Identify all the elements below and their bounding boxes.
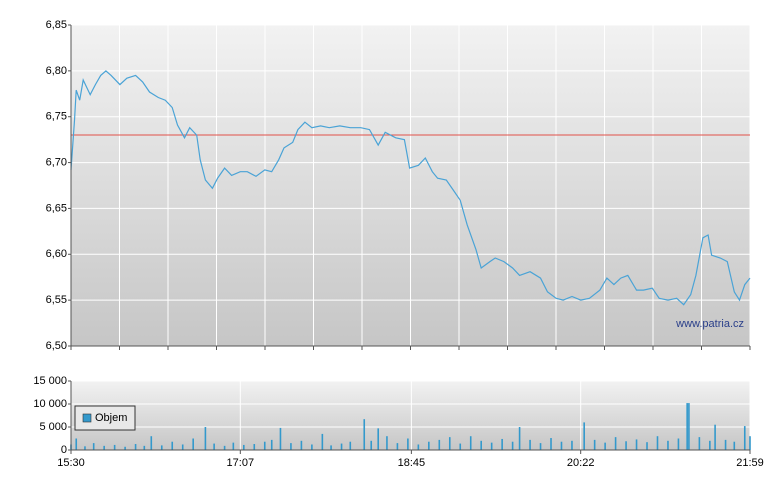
x-tick-label: 15:30 xyxy=(57,457,85,469)
volume-bar xyxy=(560,441,563,450)
y-tick-label: 6,80 xyxy=(46,65,67,77)
volume-bar xyxy=(270,439,273,450)
volume-bar xyxy=(593,439,596,450)
volume-bar xyxy=(448,437,451,450)
y-tick-label: 15 000 xyxy=(33,375,67,387)
y-tick-label: 6,50 xyxy=(46,340,67,352)
volume-bar xyxy=(160,445,163,450)
volume-bar xyxy=(677,438,680,450)
volume-bar xyxy=(370,440,373,450)
volume-bar xyxy=(635,439,638,450)
volume-bar xyxy=(150,436,153,450)
volume-bar xyxy=(709,440,711,450)
legend-label: Objem xyxy=(95,412,127,424)
volume-bar xyxy=(733,441,736,450)
volume-bar xyxy=(724,439,727,450)
y-tick-label: 10 000 xyxy=(33,398,67,410)
volume-bar xyxy=(377,428,380,450)
volume-bar xyxy=(539,443,542,450)
y-tick-label: 6,70 xyxy=(46,156,67,168)
volume-bar xyxy=(213,443,215,450)
volume-bar xyxy=(511,441,514,450)
volume-bar xyxy=(518,427,521,450)
y-tick-label: 6,85 xyxy=(46,19,67,31)
volume-bar xyxy=(646,442,648,450)
volume-bar xyxy=(428,441,430,450)
volume-bar xyxy=(459,443,462,450)
volume-bar xyxy=(75,438,78,450)
volume-bar xyxy=(407,438,409,450)
volume-bar xyxy=(223,445,226,450)
plot-area xyxy=(71,381,750,450)
volume-bar xyxy=(134,444,137,450)
legend-swatch xyxy=(82,413,92,423)
volume-bar xyxy=(490,442,493,450)
price-line xyxy=(70,70,751,306)
volume-bar xyxy=(290,443,292,450)
volume-bar xyxy=(84,446,86,450)
volume-bar xyxy=(253,444,256,450)
volume-bar xyxy=(279,427,282,450)
volume-bar xyxy=(181,444,184,450)
volume-bar xyxy=(571,440,573,450)
volume-bar xyxy=(396,443,399,450)
volume-bar xyxy=(749,436,751,450)
volume-bar xyxy=(171,441,174,450)
x-tick-label: 21:59 xyxy=(736,457,764,469)
y-tick-label: 6,60 xyxy=(46,248,67,260)
volume-bar xyxy=(192,438,194,450)
volume-bar xyxy=(386,436,388,450)
volume-bar xyxy=(686,403,688,450)
volume-bar xyxy=(124,446,126,450)
volume-bar xyxy=(232,442,235,450)
y-tick-label: 0 xyxy=(61,444,67,456)
volume-bar xyxy=(363,419,366,450)
volume-bar xyxy=(625,441,627,450)
volume-bar xyxy=(321,433,324,450)
volume-bar xyxy=(656,436,659,450)
volume-bar xyxy=(501,438,503,450)
volume-bar xyxy=(480,440,482,450)
volume-bar xyxy=(103,445,105,450)
volume-bar xyxy=(438,439,441,450)
y-tick-label: 6,55 xyxy=(46,294,67,306)
volume-bar xyxy=(698,437,701,450)
volume-bar xyxy=(349,441,352,450)
watermark: www.patria.cz xyxy=(675,318,744,330)
volume-bar xyxy=(714,424,716,450)
volume-bar xyxy=(550,438,552,450)
volume-bar xyxy=(300,440,303,450)
volume-bar xyxy=(667,440,669,450)
volume-bar xyxy=(263,441,266,450)
volume-bar xyxy=(143,445,146,450)
volume-bar xyxy=(604,442,606,450)
volume-bar xyxy=(688,403,690,450)
x-tick-label: 18:45 xyxy=(398,457,426,469)
volume-bar xyxy=(92,443,95,450)
volume-bar xyxy=(529,439,531,450)
y-tick-label: 5 000 xyxy=(39,421,67,433)
volume-bar xyxy=(583,422,585,450)
volume-bar xyxy=(417,444,420,450)
volume-bar xyxy=(113,444,116,450)
volume-bar xyxy=(469,436,472,450)
volume-bar xyxy=(614,437,617,450)
x-tick-label: 17:07 xyxy=(227,457,255,469)
x-tick-label: 20:22 xyxy=(567,457,595,469)
volume-bar xyxy=(204,427,207,450)
volume-bar xyxy=(330,445,332,450)
volume-bar xyxy=(243,444,245,450)
volume-bar xyxy=(311,444,313,450)
y-tick-label: 6,65 xyxy=(46,202,67,214)
volume-bar xyxy=(743,426,746,450)
volume-bar xyxy=(340,443,343,450)
y-tick-label: 6,75 xyxy=(46,111,67,123)
